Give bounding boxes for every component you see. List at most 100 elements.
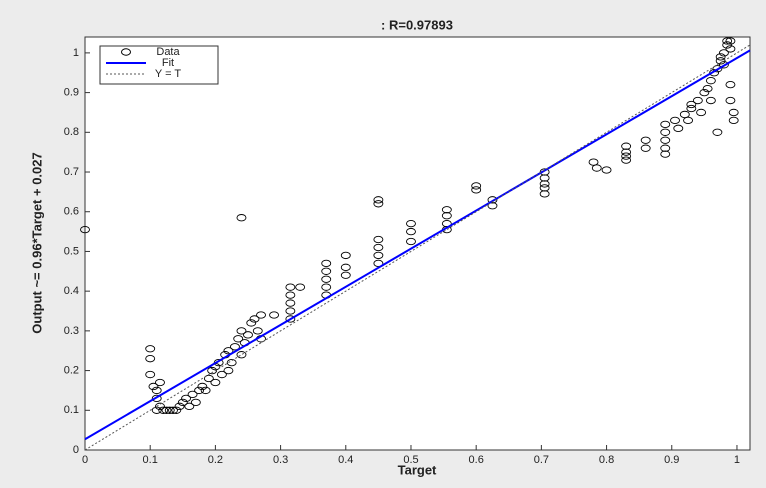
data-point <box>216 370 227 379</box>
data-point <box>285 299 296 307</box>
data-point <box>640 136 651 144</box>
data-point <box>705 77 716 85</box>
x-tick-label: 0.3 <box>273 454 288 466</box>
data-point <box>406 227 416 236</box>
data-point <box>718 49 729 57</box>
x-tick-label: 0.5 <box>403 454 418 466</box>
data-point <box>236 327 247 335</box>
data-point <box>340 251 351 260</box>
legend-symbol <box>121 48 131 56</box>
data-point <box>197 382 208 391</box>
data-point <box>285 315 296 323</box>
data-point <box>699 88 710 97</box>
x-tick-label: 0.6 <box>469 454 484 466</box>
data-point <box>321 275 332 283</box>
data-point <box>539 190 550 198</box>
y-axis-label: Output ~= 0.96*Target + 0.027 <box>29 152 44 333</box>
data-point <box>621 156 632 164</box>
y-tick-label: 0.5 <box>64 245 79 257</box>
data-point <box>171 406 182 414</box>
data-point <box>373 235 384 244</box>
data-point <box>190 398 201 406</box>
data-point <box>151 394 162 403</box>
line <box>84 44 751 451</box>
data-point <box>471 182 482 190</box>
data-point <box>223 366 234 375</box>
y-tick-label: 0.1 <box>64 404 79 416</box>
data-point <box>722 41 733 49</box>
data-point <box>660 136 671 144</box>
data-point <box>321 259 332 268</box>
data-point <box>406 219 416 228</box>
data-point <box>256 311 266 319</box>
data-point <box>223 347 234 355</box>
data-point <box>236 214 247 222</box>
data-point <box>158 406 169 414</box>
data-point <box>249 315 260 323</box>
y-tick-label: 0.2 <box>64 364 79 376</box>
data-point <box>174 402 185 410</box>
data-point <box>148 382 159 391</box>
data-point <box>660 120 671 129</box>
x-tick-label: 0.1 <box>143 454 158 466</box>
data-point <box>373 196 384 204</box>
data-point <box>725 37 736 45</box>
data-point <box>269 311 280 319</box>
plot-area <box>84 36 751 451</box>
data-point <box>155 378 165 387</box>
data-point <box>181 394 192 403</box>
data-point <box>692 96 703 105</box>
data-point <box>340 271 351 279</box>
data-point <box>145 345 156 353</box>
data-point <box>441 212 452 220</box>
data-point <box>588 158 599 166</box>
data-point <box>246 319 257 327</box>
data-point <box>340 263 351 271</box>
data-point <box>80 225 90 234</box>
x-tick-label: 0.8 <box>599 454 614 466</box>
data-point <box>718 61 729 69</box>
data-point <box>702 84 713 93</box>
line <box>84 49 751 441</box>
data-point <box>601 166 612 174</box>
data-point <box>233 335 244 343</box>
data-point <box>184 402 195 410</box>
data-point <box>207 366 218 375</box>
x-tick-label: 0 <box>82 454 88 466</box>
data-point <box>591 164 602 172</box>
data-point <box>226 358 237 367</box>
y-tick-label: 0.9 <box>64 87 79 99</box>
data-point <box>487 202 498 210</box>
data-point <box>725 81 736 89</box>
data-point <box>177 398 188 406</box>
chart-title: : R=0.97893 <box>381 17 453 32</box>
data-point <box>321 267 332 275</box>
data-point <box>252 327 263 335</box>
data-point <box>187 390 198 399</box>
data-point <box>373 251 384 260</box>
y-tick-label: 0.6 <box>64 206 79 218</box>
data-point <box>203 374 214 383</box>
data-point <box>194 386 205 395</box>
x-tick-label: 0.2 <box>208 454 223 466</box>
data-point <box>673 124 684 132</box>
data-point <box>164 406 175 414</box>
x-tick-label: 1 <box>734 454 740 466</box>
legend <box>99 45 219 85</box>
data-point <box>705 96 716 105</box>
x-tick-label: 0.7 <box>534 454 549 466</box>
data-point <box>715 57 726 65</box>
data-point <box>712 65 723 73</box>
data-point <box>709 69 720 77</box>
y-tick-label: 0.4 <box>64 285 79 297</box>
data-point <box>683 116 694 125</box>
data-point <box>243 331 253 339</box>
data-point <box>471 186 482 194</box>
data-point <box>621 152 632 160</box>
data-point <box>660 150 671 158</box>
y-tick-label: 0.8 <box>64 126 79 138</box>
data-point <box>712 128 723 136</box>
data-point <box>168 406 178 414</box>
data-point <box>161 406 172 414</box>
